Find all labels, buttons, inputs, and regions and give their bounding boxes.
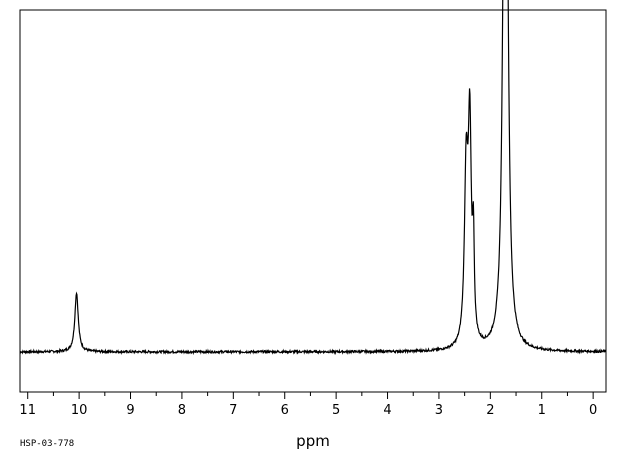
x-axis-minor-ticks [52, 392, 568, 396]
x-axis-title: ppm [296, 432, 330, 450]
x-tick-label: 8 [178, 403, 186, 418]
x-axis-major-ticks [27, 392, 594, 399]
x-tick-label: 9 [126, 403, 134, 418]
x-tick-label: 4 [383, 403, 391, 418]
x-tick-label: 1 [538, 403, 546, 418]
plot-frame [19, 9, 607, 393]
spectrum-code-label: HSP-03-778 [20, 439, 74, 449]
x-tick-label: 5 [332, 403, 340, 418]
x-tick-label: 10 [71, 403, 88, 418]
x-tick-label: 2 [486, 403, 494, 418]
x-tick-label: 11 [19, 403, 36, 418]
x-tick-label: 3 [435, 403, 443, 418]
x-axis-tick-labels: 11 10 9 8 7 6 5 4 3 2 1 0 [19, 403, 597, 418]
spectrum-trace [19, 0, 607, 356]
x-tick-label: 0 [589, 403, 597, 418]
x-tick-label: 7 [229, 403, 237, 418]
x-tick-label: 6 [281, 403, 289, 418]
